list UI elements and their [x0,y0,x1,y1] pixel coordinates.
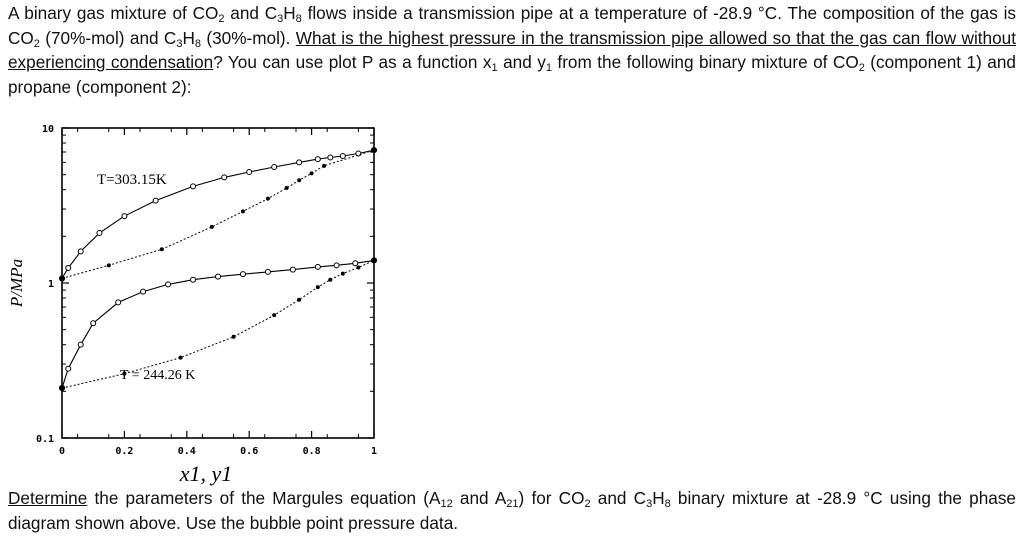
dew-point [322,163,327,168]
x-tick-label: 1 [371,446,377,457]
bubble-point [327,154,334,161]
dew-point [328,277,333,282]
bubble-point [352,260,359,267]
y-tick-label: 10 [42,124,54,135]
x-tick-label: 0.2 [115,446,133,457]
question-text: What is the highest pressure in the tran… [8,27,1016,73]
dew-point [356,265,361,270]
dew-point [315,285,320,290]
bubble-point [165,281,172,288]
dew-point [297,178,302,183]
problem-statement: A binary gas mixture of CO2 and C3H8 flo… [8,3,1016,97]
dew-point [209,224,214,229]
bubble-point [215,273,221,280]
bubble-point [221,174,228,181]
pxy-phase-diagram: 0 0.2 0.4 0.6 0.8 1 0.1 1 10 P/MPa x1, y1 T=303.15K… [7,124,377,486]
determine-word: Determine [8,488,88,508]
bubble-curve [61,259,375,389]
bubble-point [314,263,321,270]
bubble-point [121,213,128,220]
dew-point [240,209,245,214]
x-tick-label: 0 [59,446,65,457]
dew-point [297,297,302,302]
bubble-point [339,152,346,159]
bubble-point [90,320,97,327]
dew-point [178,355,183,360]
bubble-point [271,164,278,171]
dew-point [309,171,314,176]
dew-point [159,247,164,252]
bubble-point [152,197,159,204]
bubble-point [115,299,122,306]
bubble-point [65,264,72,271]
x-tick-label: 0.4 [178,446,196,457]
dew-point [284,186,289,191]
bubble-point [246,169,253,176]
y-tick-label: 0.1 [36,434,54,445]
bubble-point [77,341,84,348]
dew-curve [61,149,375,279]
bubble-point [355,150,362,157]
dew-point [265,196,270,201]
bubble-curve [61,149,375,279]
bubble-point [239,271,246,278]
pure-component-point [59,275,65,282]
annotation-303K: T=303.15K [97,172,167,188]
bubble-point [264,268,271,275]
bubble-point [190,276,197,283]
bubble-point [289,266,296,273]
bubble-point [190,183,197,190]
bubble-point [314,156,321,163]
x-tick-label: 0.8 [303,446,321,457]
dew-point [340,271,345,276]
annotation-244K: T = 244.26 K [120,368,195,383]
y-axis-label: P/MPa [7,259,26,308]
bubble-point [77,248,84,255]
y-tick-label: 1 [48,279,54,290]
dew-point [272,313,277,318]
dew-point [106,263,111,268]
dew-point [231,334,236,339]
x-axis-label: x1, y1 [179,461,233,486]
task-statement: Determine the parameters of the Margules… [8,488,1016,533]
bubble-point [65,365,72,372]
pure-component-point [371,147,377,154]
bubble-point [140,288,147,295]
bubble-point [96,230,103,237]
pure-component-point [59,385,65,392]
bubble-point [296,159,303,166]
pure-component-point [371,257,377,264]
dew-point [122,371,127,376]
x-tick-label: 0.6 [240,446,258,457]
bubble-point [333,262,340,269]
